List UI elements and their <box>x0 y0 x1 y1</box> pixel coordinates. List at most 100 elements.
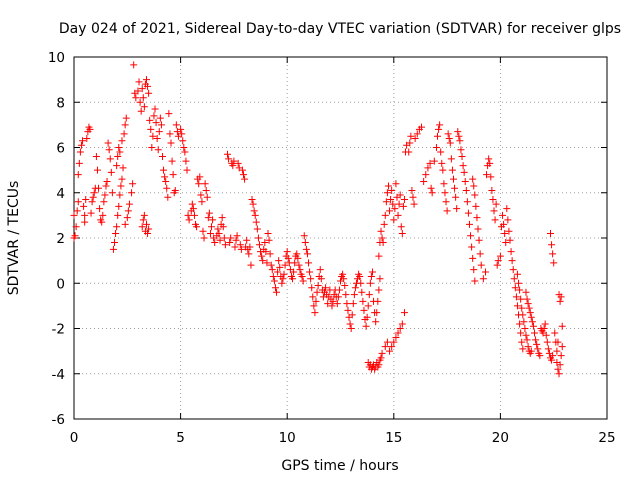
data-point <box>529 322 537 330</box>
data-point <box>218 214 226 222</box>
data-point <box>513 270 521 278</box>
data-point <box>180 144 188 151</box>
data-point <box>178 130 186 138</box>
data-point <box>101 191 109 199</box>
data-point <box>145 225 153 233</box>
data-point <box>548 356 556 364</box>
data-point <box>448 166 456 174</box>
data-point <box>430 157 438 165</box>
data-point <box>550 259 558 267</box>
data-point <box>455 132 463 140</box>
data-point <box>470 266 478 274</box>
data-point <box>83 134 91 142</box>
y-tick-label: 8 <box>56 95 65 111</box>
data-point <box>117 182 125 190</box>
data-point <box>387 196 395 204</box>
data-point <box>341 282 349 290</box>
data-point <box>383 189 391 197</box>
data-point <box>241 175 249 183</box>
data-point <box>519 345 527 353</box>
data-point <box>121 220 129 228</box>
data-point <box>247 261 255 269</box>
data-point <box>165 110 173 118</box>
data-point <box>114 153 122 161</box>
data-point <box>410 200 418 208</box>
data-point <box>70 211 78 219</box>
data-point <box>511 284 519 292</box>
data-point <box>377 227 385 235</box>
data-point <box>488 186 496 194</box>
data-point <box>118 175 126 183</box>
data-point <box>360 306 368 314</box>
data-point <box>493 261 501 269</box>
data-point <box>204 214 212 222</box>
data-point <box>516 286 524 294</box>
data-point <box>156 114 164 122</box>
data-point <box>368 268 376 276</box>
data-point <box>164 193 172 201</box>
data-point <box>92 153 100 161</box>
data-point <box>324 300 332 308</box>
data-point <box>136 98 144 106</box>
data-point <box>313 288 321 296</box>
data-point <box>109 245 117 253</box>
data-point <box>225 155 233 163</box>
data-point <box>329 297 337 305</box>
data-point <box>158 153 166 161</box>
data-point <box>118 137 126 145</box>
data-point <box>266 250 274 258</box>
data-point <box>557 293 565 301</box>
data-point <box>151 105 159 113</box>
data-point <box>208 223 216 231</box>
data-point <box>452 193 460 201</box>
data-point <box>214 225 222 233</box>
y-tick-label: 6 <box>56 141 65 157</box>
data-point <box>86 125 94 133</box>
data-point <box>399 202 407 210</box>
data-point <box>250 207 258 215</box>
data-point <box>396 325 404 332</box>
data-point <box>248 196 256 204</box>
data-point <box>553 347 561 355</box>
data-point <box>231 243 239 251</box>
data-point <box>167 139 175 147</box>
data-point <box>200 234 208 242</box>
data-point <box>474 225 482 233</box>
data-point <box>87 209 95 217</box>
data-point <box>75 159 83 167</box>
data-point <box>533 340 541 348</box>
data-point <box>215 229 223 237</box>
data-point <box>130 61 138 69</box>
data-point <box>227 234 235 242</box>
data-point <box>108 189 116 197</box>
x-tick-label: 15 <box>385 430 402 446</box>
data-point <box>540 325 548 332</box>
data-point <box>243 236 251 244</box>
data-point <box>129 180 137 188</box>
data-point <box>549 250 557 258</box>
data-point <box>335 286 343 294</box>
data-point <box>103 177 111 185</box>
data-point <box>427 184 435 192</box>
data-point <box>520 318 528 326</box>
data-point <box>470 182 478 190</box>
data-point <box>264 229 272 237</box>
data-point <box>510 275 518 283</box>
data-point <box>144 229 152 237</box>
data-point <box>442 198 450 206</box>
data-point <box>503 205 511 213</box>
data-point <box>436 121 444 129</box>
data-point <box>406 139 414 147</box>
data-point <box>274 268 282 276</box>
data-point <box>145 89 153 97</box>
data-point <box>148 144 156 151</box>
data-point <box>518 338 526 346</box>
data-point <box>273 288 281 296</box>
data-point <box>138 223 146 231</box>
data-point <box>347 325 355 332</box>
data-point <box>534 345 542 353</box>
data-point <box>189 205 197 213</box>
data-point <box>183 166 191 174</box>
data-point <box>201 180 209 188</box>
data-point <box>314 282 322 290</box>
